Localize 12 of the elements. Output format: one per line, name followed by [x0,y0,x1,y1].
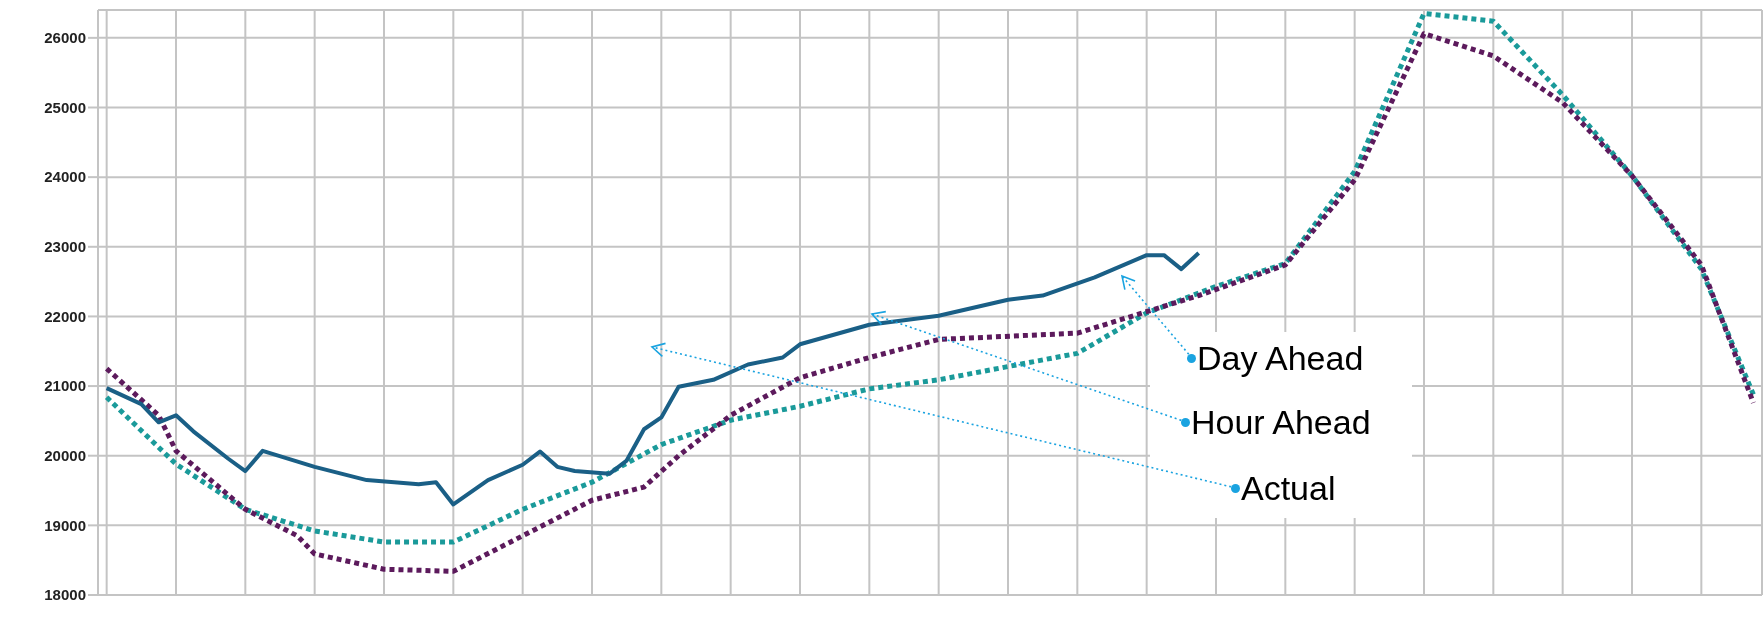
y-tick-label: 19000 [44,516,86,534]
series-label: Day Ahead [1197,338,1364,378]
y-tick-label: 26000 [44,29,86,47]
y-tick-label: 20000 [44,447,86,465]
y-tick-label: 22000 [44,307,86,325]
y-tick-label: 18000 [44,586,86,604]
y-tick-label: 24000 [44,168,86,186]
y-tick-label: 23000 [44,238,86,256]
y-tick-label: 21000 [44,377,86,395]
y-tick-label: 25000 [44,98,86,116]
text: Actual [1241,468,1336,508]
text: Hour Ahead [1191,402,1371,442]
